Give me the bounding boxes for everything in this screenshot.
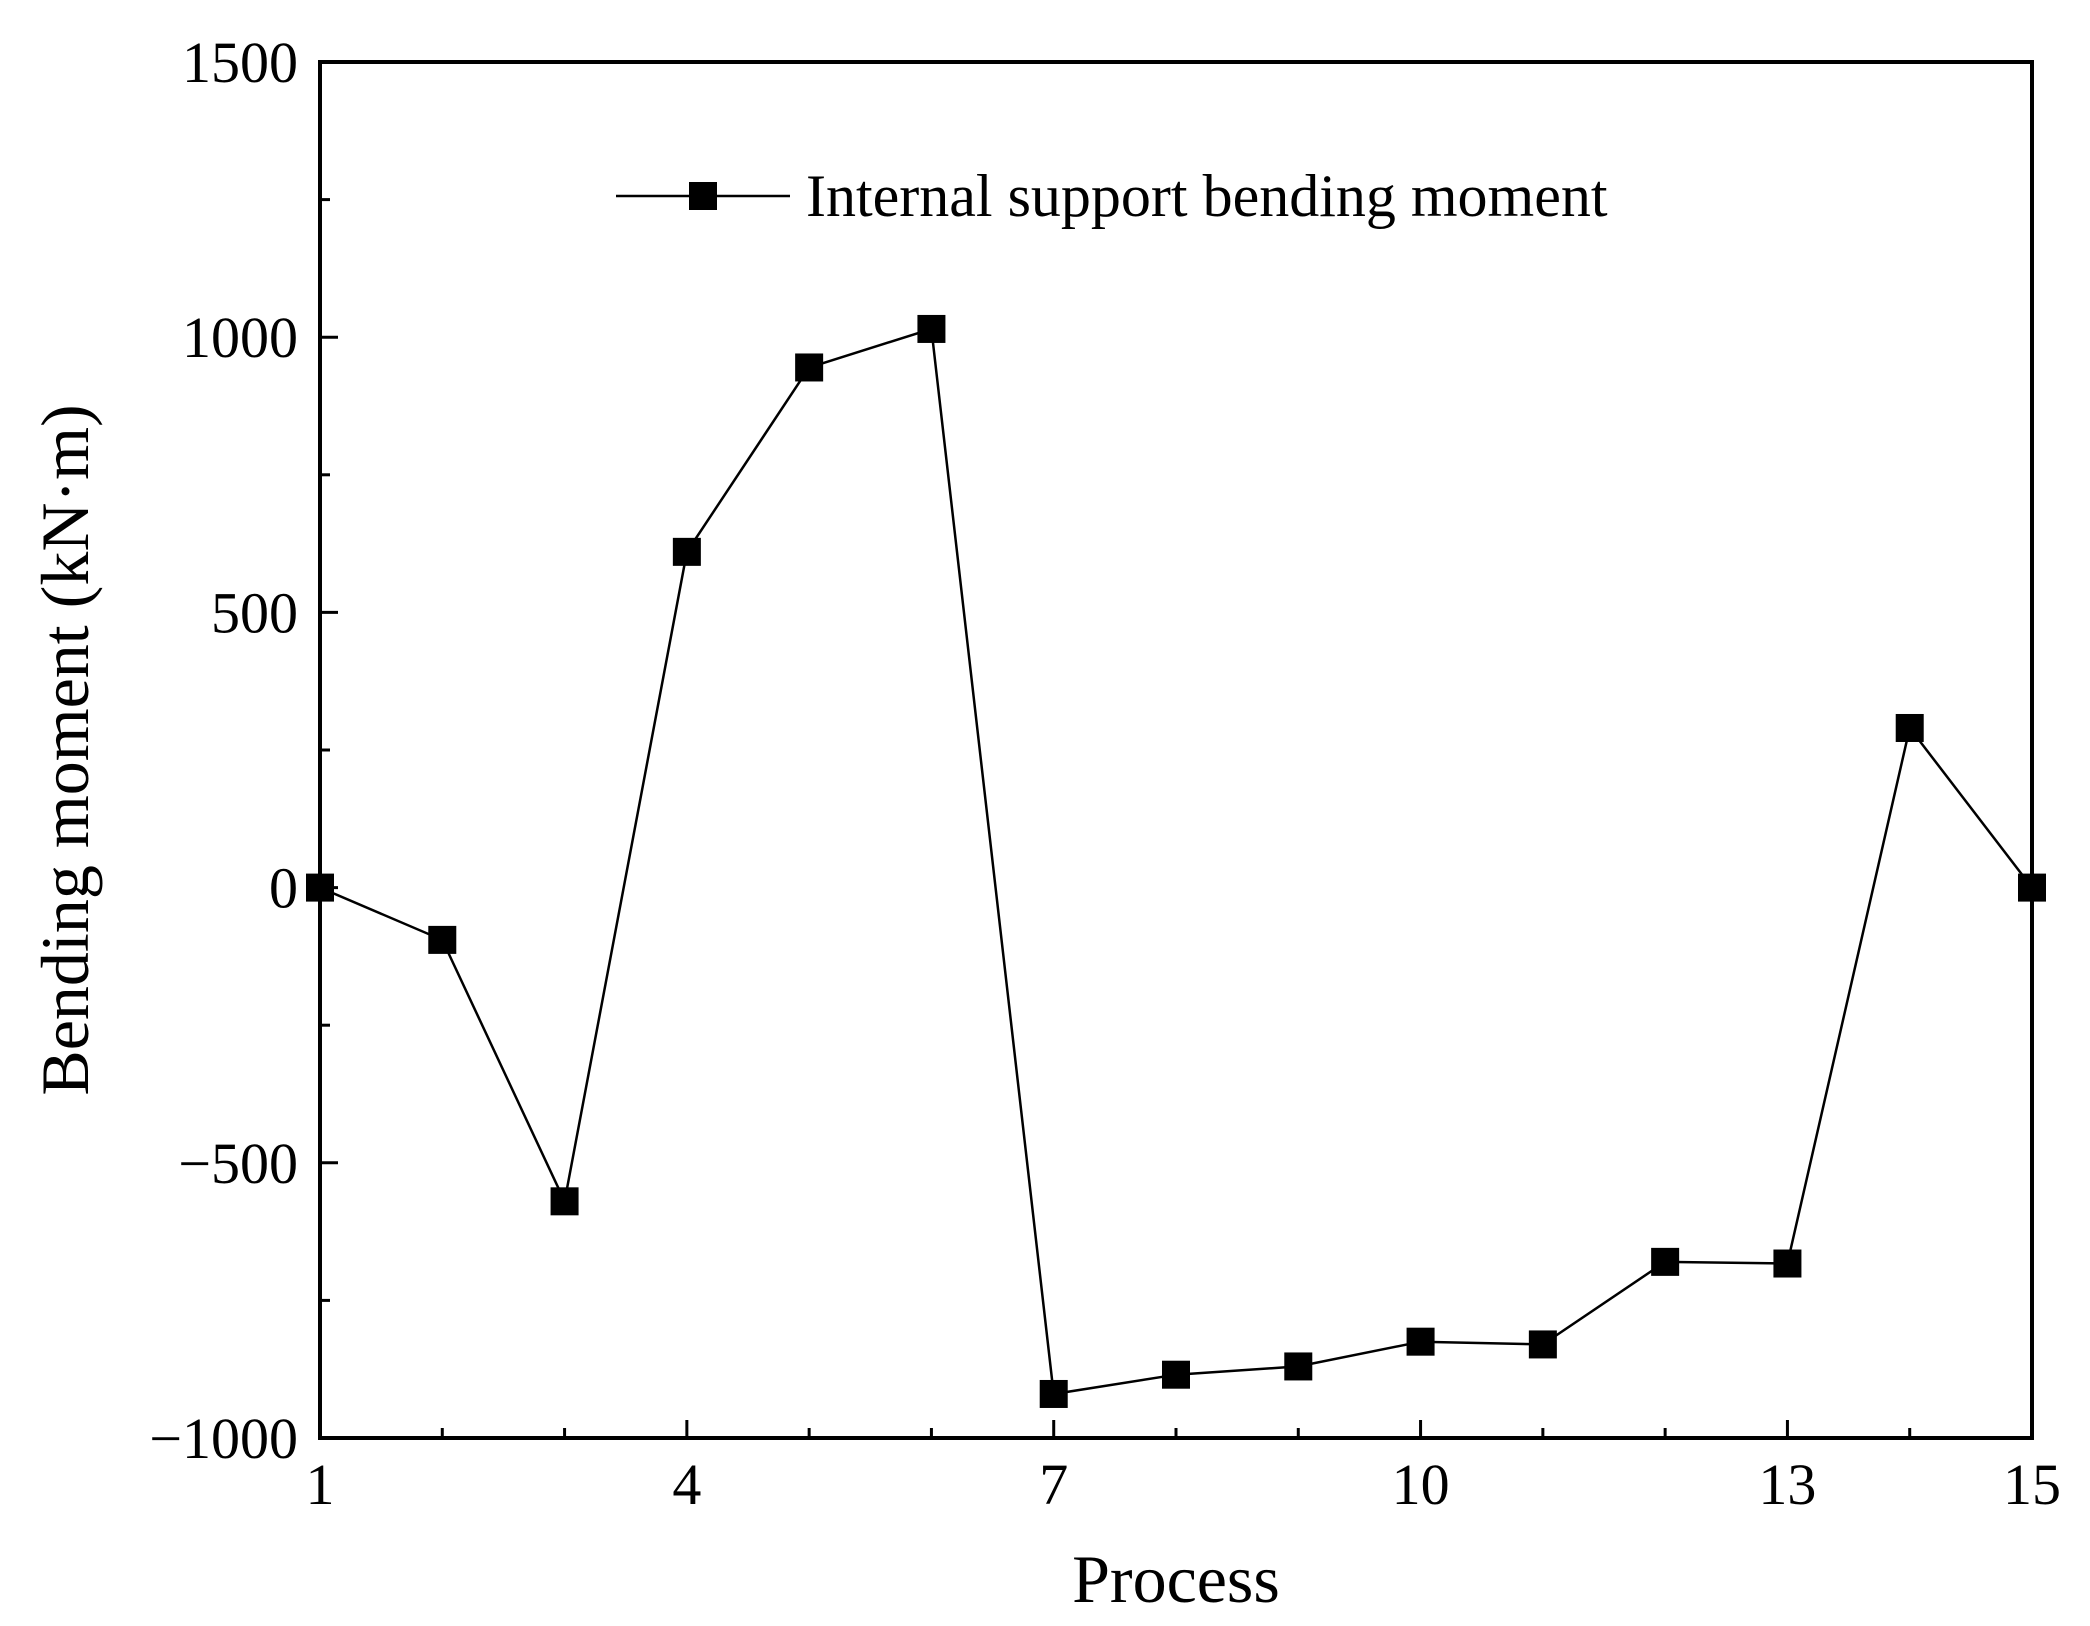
data-point-marker: [672, 537, 701, 566]
y-tick-label: 1500: [182, 30, 298, 95]
legend-label: Internal support bending moment: [806, 163, 1608, 229]
axis-ticks: [318, 60, 2034, 1440]
data-point-marker: [1895, 713, 1924, 742]
data-point-marker: [1406, 1327, 1435, 1356]
data-point-marker: [1039, 1379, 1068, 1408]
data-point-marker: [1528, 1330, 1557, 1359]
legend: Internal support bending moment: [616, 163, 1608, 229]
plot-area: [318, 60, 2034, 1440]
axis-tick-labels: −1000 −500 0 500 1000 1500 1 4 7 10 13 15: [149, 30, 2061, 1517]
legend-marker: [689, 182, 717, 210]
data-point-marker: [428, 925, 457, 954]
data-point-marker: [1284, 1352, 1313, 1381]
y-tick-label: −1000: [149, 1406, 298, 1471]
y-axis-title: Bending moment (kN·m): [27, 404, 103, 1095]
data-point-marker: [1162, 1360, 1190, 1389]
series-layer: [306, 314, 2046, 1408]
data-point-marker: [2018, 873, 2046, 902]
y-tick-label: 1000: [182, 305, 298, 370]
plot-frame: [318, 60, 2034, 1440]
x-axis-title: Process: [1072, 1541, 1280, 1617]
x-tick-label: 10: [1392, 1452, 1450, 1517]
series-line: [319, 327, 2033, 1396]
data-point-marker: [795, 353, 824, 382]
x-tick-label: 13: [1758, 1452, 1816, 1517]
x-tick-label: 4: [672, 1452, 701, 1517]
data-point-marker: [306, 873, 334, 902]
y-tick-label: −500: [178, 1131, 298, 1196]
y-tick-label: 0: [269, 856, 298, 921]
y-tick-label: 500: [211, 580, 298, 645]
data-point-marker: [1651, 1247, 1680, 1276]
data-point-marker: [550, 1187, 579, 1216]
data-point-marker: [1773, 1249, 1802, 1278]
data-point-marker: [917, 314, 946, 343]
x-tick-label: 1: [306, 1452, 335, 1517]
x-tick-label: 7: [1039, 1452, 1068, 1517]
x-tick-label: 15: [2003, 1452, 2061, 1517]
